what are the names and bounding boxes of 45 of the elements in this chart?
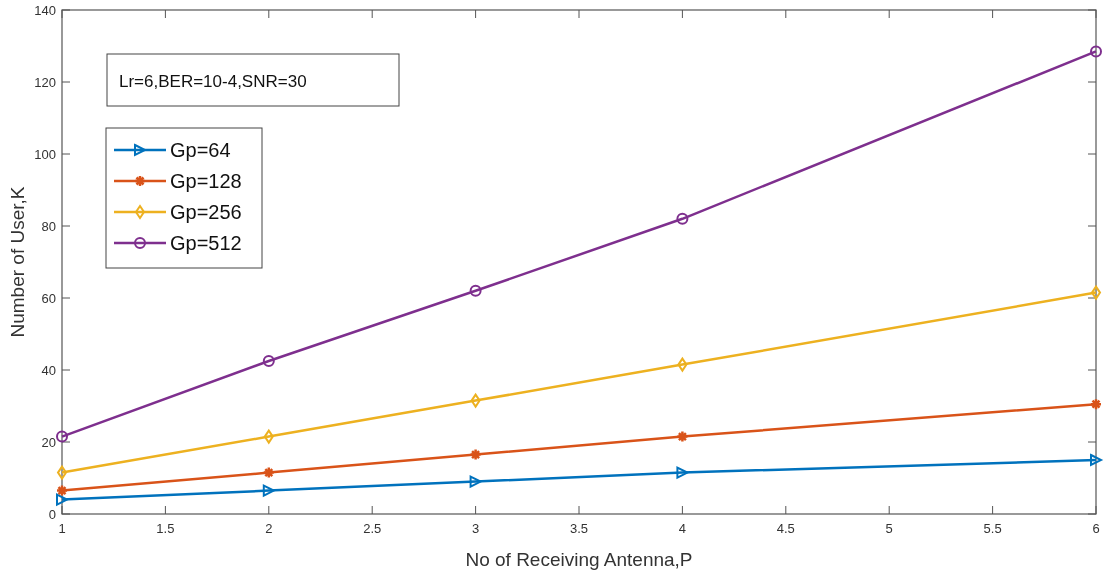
x-axis-title: No of Receiving Antenna,P bbox=[465, 549, 693, 570]
y-tick-label: 80 bbox=[41, 218, 56, 234]
point bbox=[677, 357, 688, 372]
x-tick-label: 4 bbox=[678, 521, 687, 536]
point bbox=[676, 466, 689, 479]
y-axis-title: Number of User,K bbox=[7, 186, 28, 338]
point bbox=[55, 484, 69, 497]
y-tick-label: 40 bbox=[41, 362, 56, 378]
annotation: Lr=6,BER=10-4,SNR=30 bbox=[119, 72, 307, 91]
legend-label: Gp=256 bbox=[170, 201, 242, 223]
point bbox=[469, 475, 482, 488]
point bbox=[1089, 397, 1103, 411]
note-box: Lr=6,BER=10-4,SNR=30 bbox=[106, 53, 400, 107]
x-tick-label: 5.5 bbox=[983, 521, 1002, 536]
point bbox=[263, 429, 274, 444]
point bbox=[262, 484, 275, 497]
x-tick-label: 5 bbox=[885, 521, 893, 536]
x-tick-label: 1.5 bbox=[156, 521, 175, 536]
point bbox=[56, 493, 68, 506]
y-tick-label: 20 bbox=[41, 434, 56, 450]
x-tick-label: 3.5 bbox=[569, 521, 589, 536]
point bbox=[470, 393, 481, 408]
x-tick-label: 3 bbox=[471, 521, 480, 536]
point bbox=[262, 466, 276, 479]
x-tick-label: 6 bbox=[1092, 521, 1100, 536]
legend-label: Gp=128 bbox=[170, 170, 242, 192]
point bbox=[56, 430, 68, 443]
x-tick-label: 2.5 bbox=[363, 521, 382, 536]
legend-label: Gp=64 bbox=[170, 139, 231, 161]
point bbox=[469, 448, 482, 461]
point bbox=[262, 355, 275, 367]
legend-label: Gp=512 bbox=[170, 232, 242, 254]
point bbox=[676, 212, 689, 225]
y-tick-label: 140 bbox=[34, 2, 56, 18]
x-tick-label: 2 bbox=[265, 521, 273, 536]
x-tick-label: 1 bbox=[58, 521, 66, 536]
point bbox=[1090, 454, 1102, 466]
point bbox=[676, 430, 689, 443]
point bbox=[1090, 45, 1102, 58]
x-tick-label: 4.5 bbox=[776, 521, 795, 536]
point bbox=[469, 284, 482, 297]
y-tick-label: 100 bbox=[34, 146, 56, 162]
y-tick-label: 0 bbox=[48, 506, 56, 522]
y-tick-label: 120 bbox=[34, 74, 56, 90]
y-tick-label: 60 bbox=[41, 290, 56, 306]
